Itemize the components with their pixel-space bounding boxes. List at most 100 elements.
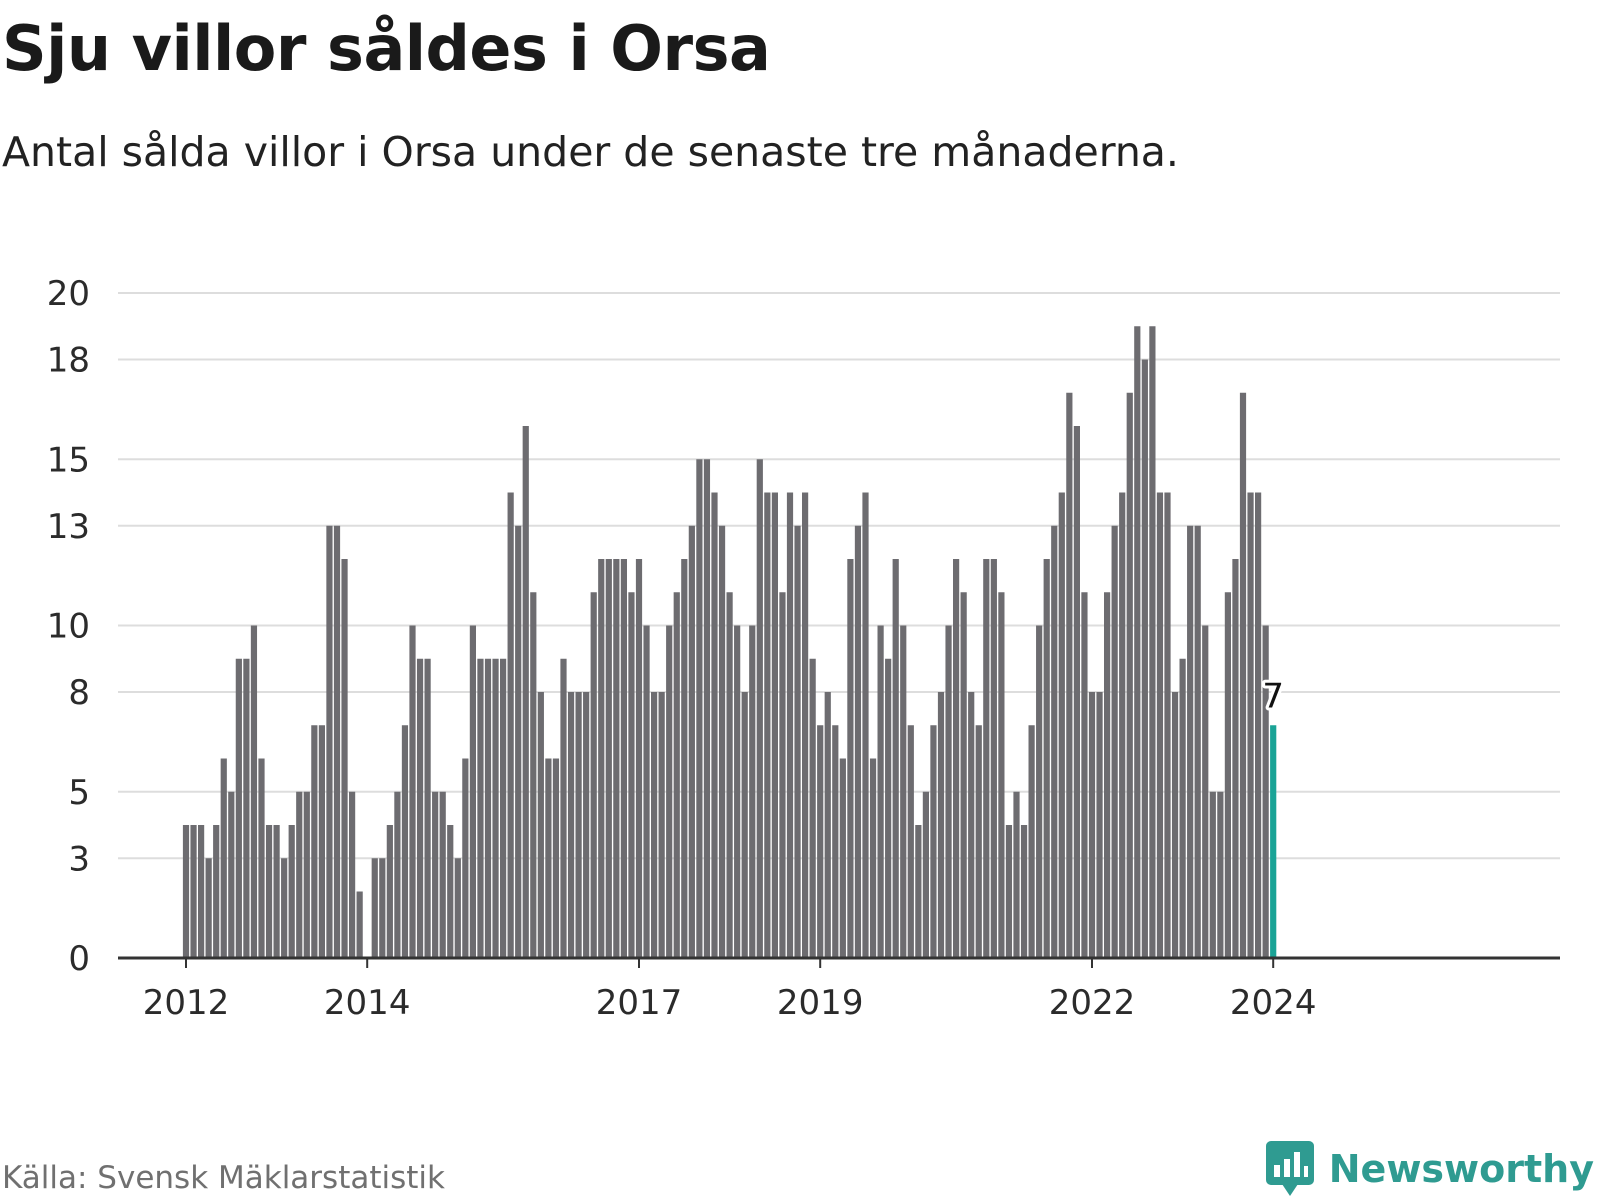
bar [605, 559, 612, 958]
y-axis-labels: 0 3 5 8 10 13 15 18 20 [47, 274, 90, 979]
bar [953, 559, 960, 958]
bar [1202, 625, 1209, 958]
bar [515, 525, 522, 958]
bar [341, 559, 348, 958]
bar [265, 825, 273, 958]
bar [832, 725, 839, 958]
bar [1164, 492, 1171, 958]
bar [590, 592, 597, 958]
bar [1096, 692, 1103, 958]
bar-highlight [1270, 725, 1277, 958]
bar [734, 625, 741, 958]
bar [228, 791, 235, 958]
bar [1247, 492, 1254, 958]
bar [983, 559, 990, 958]
x-tick-label: 2022 [1049, 983, 1136, 1023]
bar [628, 592, 635, 958]
bar [696, 459, 703, 958]
bar [809, 658, 816, 958]
bar [477, 658, 484, 958]
bar [416, 658, 424, 958]
bar [1255, 492, 1262, 958]
bar [1262, 625, 1269, 958]
bar [681, 559, 688, 958]
gridlines [118, 292, 1560, 860]
chart-title: Sju villor såldes i Orsa [2, 12, 771, 85]
newsworthy-logo-icon [1265, 1141, 1314, 1196]
bar [1028, 725, 1035, 958]
bar [371, 858, 378, 958]
bar [1217, 791, 1224, 958]
bar [764, 492, 771, 958]
x-tick-label: 2017 [596, 983, 683, 1023]
bar [1013, 791, 1020, 958]
bar [960, 592, 967, 958]
source-note: Källa: Svensk Mäklarstatistik [2, 1160, 445, 1196]
bar [794, 525, 801, 958]
bar [205, 858, 212, 958]
bar [1088, 692, 1096, 958]
bar [779, 592, 786, 958]
bar [998, 592, 1005, 958]
bar [1224, 592, 1231, 958]
bar [651, 692, 658, 958]
bar [1171, 692, 1179, 958]
bar [1005, 825, 1013, 958]
bar [711, 492, 718, 958]
bar [220, 758, 227, 958]
y-tick-label: 20 [47, 274, 90, 314]
bar [1232, 559, 1239, 958]
bar [567, 692, 575, 958]
bar [839, 758, 846, 958]
bar [333, 525, 341, 958]
bar [447, 825, 454, 958]
bar [877, 625, 884, 958]
y-tick-label: 8 [68, 673, 90, 713]
bar [583, 692, 590, 958]
x-axis-labels: 2012 2014 2017 2019 2022 2024 [143, 983, 1317, 1023]
bar [318, 725, 325, 958]
bar [492, 658, 499, 958]
bar [1187, 525, 1194, 958]
bar [756, 459, 763, 958]
data-label: 7 [1262, 676, 1284, 716]
x-tick-label: 2012 [143, 983, 230, 1023]
bar [1141, 359, 1148, 958]
bar [635, 559, 643, 958]
bar [190, 825, 197, 958]
bar [1209, 791, 1216, 958]
bar [945, 625, 952, 958]
y-tick-label: 15 [47, 440, 90, 480]
bar [258, 758, 265, 958]
bar [749, 625, 756, 958]
bar [311, 725, 318, 958]
x-axis [118, 956, 1560, 968]
bar [552, 758, 560, 958]
bar [401, 725, 409, 958]
bar [1126, 392, 1133, 958]
bar [281, 858, 288, 958]
bar [1043, 559, 1050, 958]
bar [560, 658, 567, 958]
bar [907, 725, 914, 958]
bar [575, 692, 582, 958]
bar [273, 825, 280, 958]
bar [522, 426, 529, 958]
bar [620, 559, 627, 958]
bar [869, 758, 877, 958]
bar [454, 858, 461, 958]
bar [1149, 326, 1156, 958]
bar [484, 658, 492, 958]
bar [862, 492, 869, 958]
x-tick-label: 2019 [777, 983, 864, 1023]
brand-name: Newsworthy [1328, 1147, 1594, 1191]
bar [688, 525, 695, 958]
bar [213, 825, 220, 958]
bar [349, 791, 356, 958]
bar [545, 758, 552, 958]
bar [1020, 825, 1028, 958]
bar [854, 525, 862, 958]
y-tick-label: 13 [47, 507, 90, 547]
bar [1058, 492, 1065, 958]
